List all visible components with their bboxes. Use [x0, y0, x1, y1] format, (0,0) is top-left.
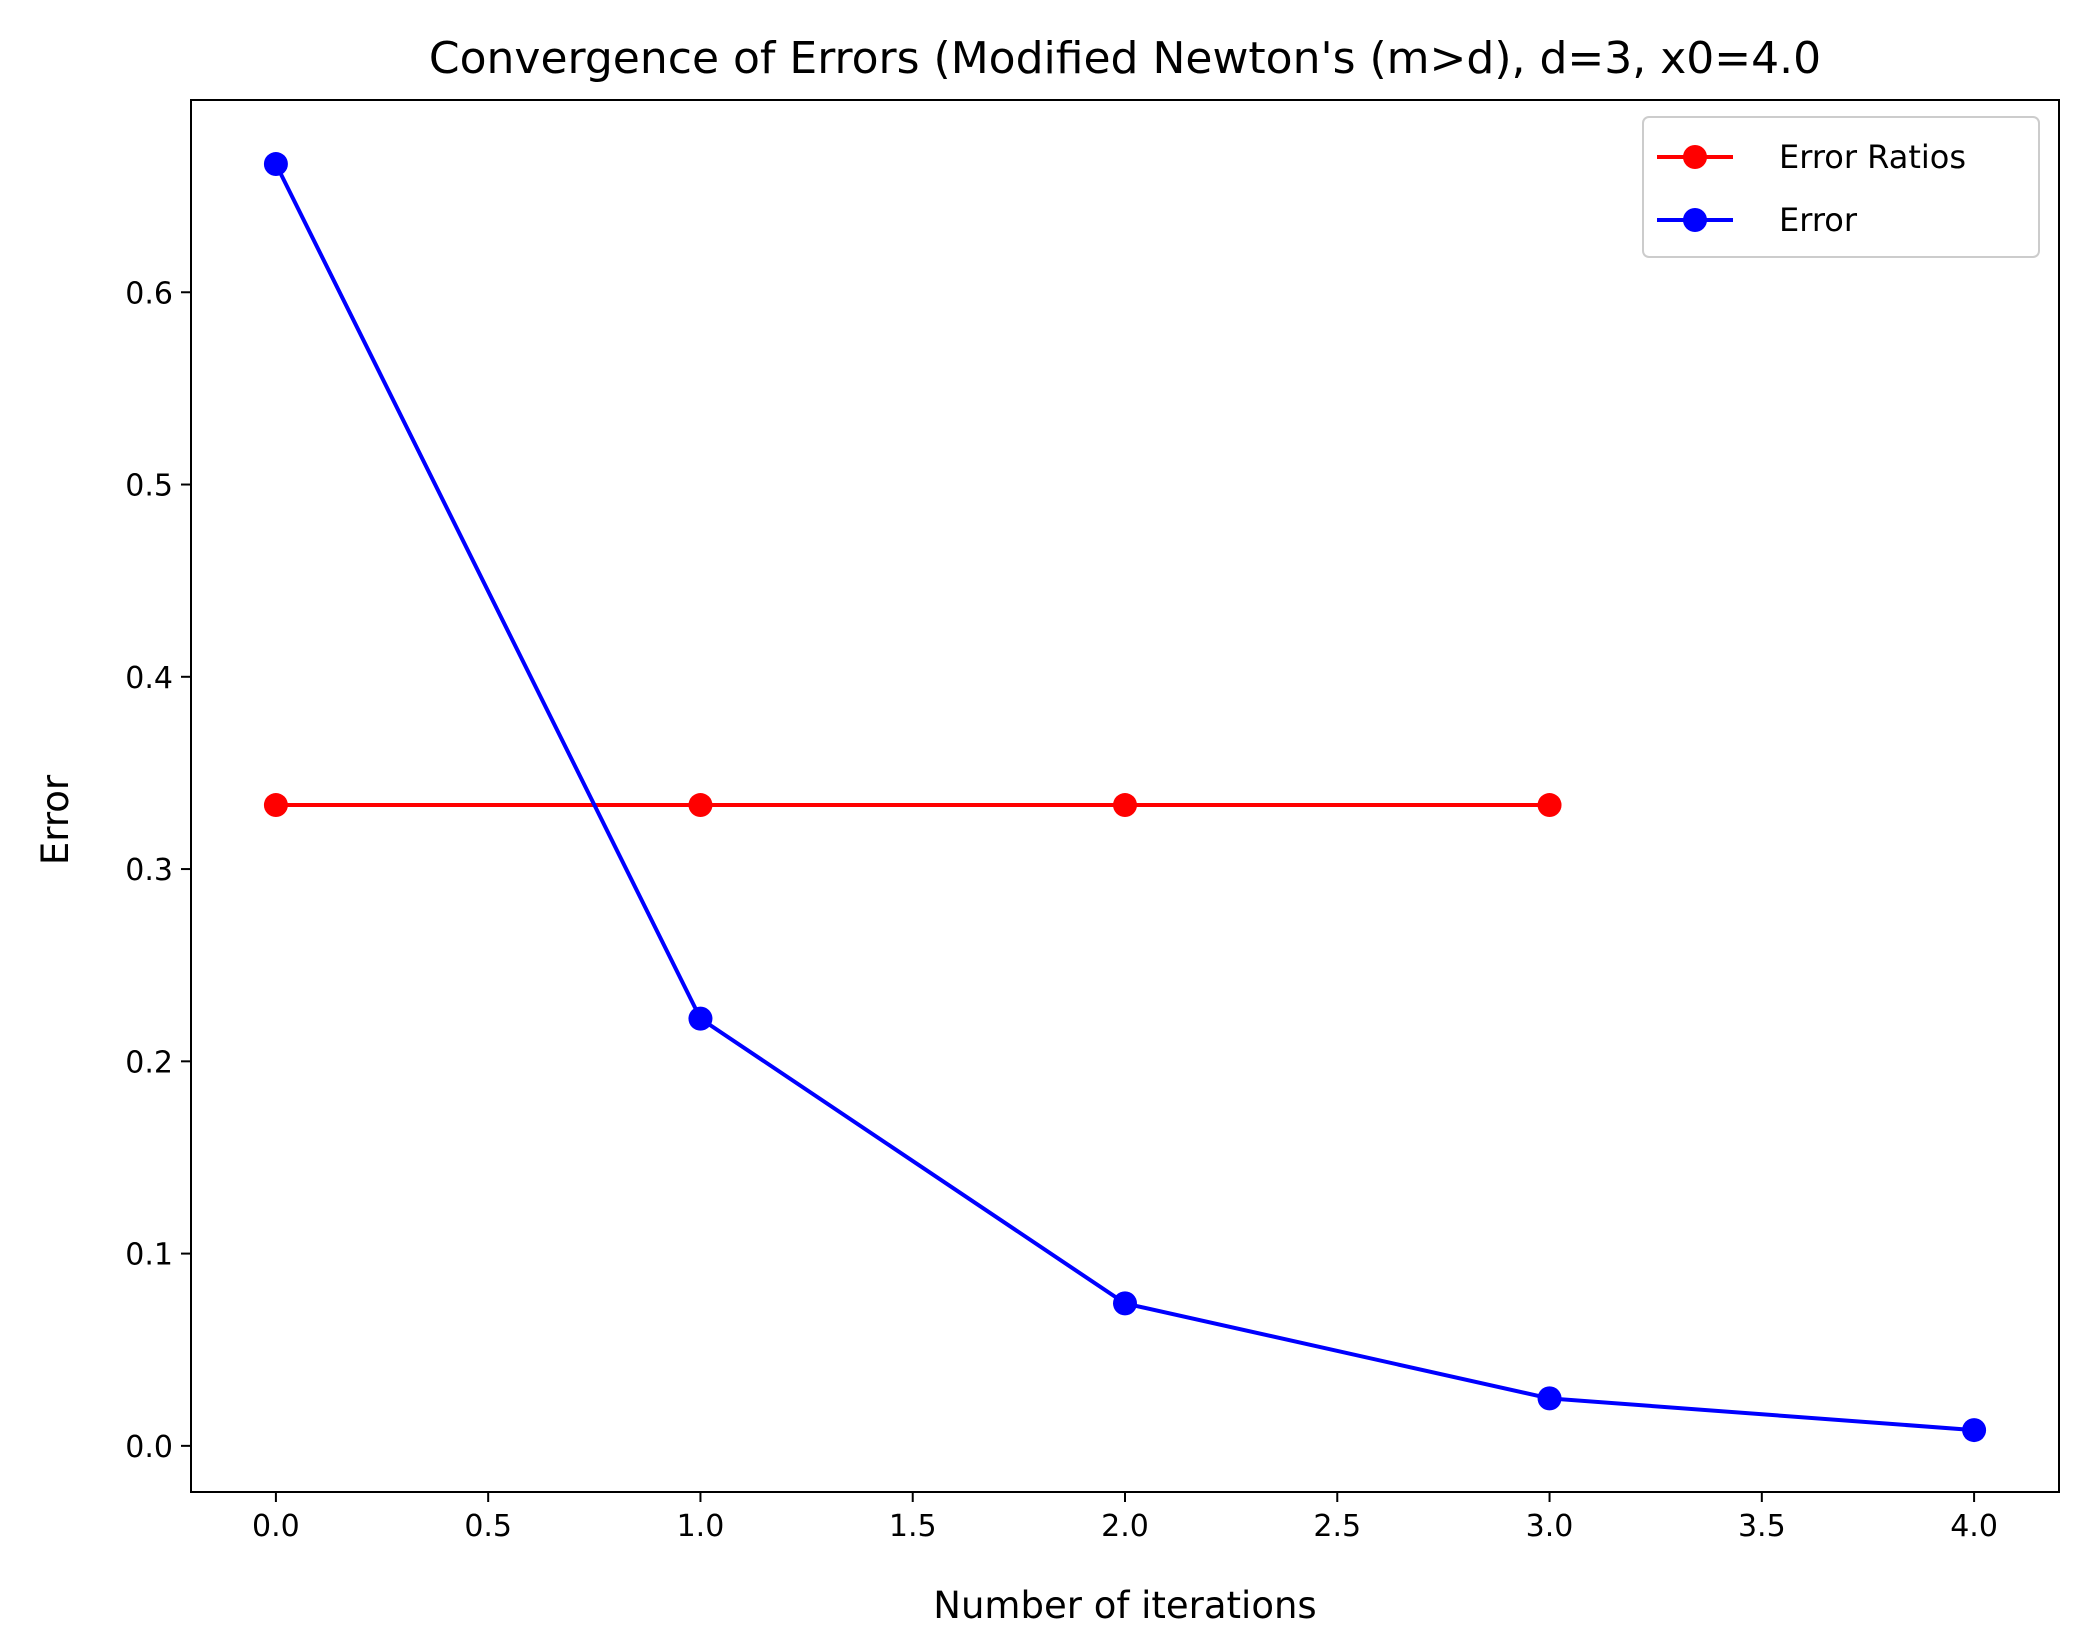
series-layer [263, 152, 1987, 1443]
data-point-error-ratios [1113, 793, 1137, 818]
data-point-error-ratios [1537, 793, 1562, 818]
y-axis-label: Error [34, 774, 77, 865]
y-tick-label: 0.1 [125, 1238, 173, 1273]
legend-label-error-ratios: Error Ratios [1779, 138, 1966, 176]
x-axis-ticks: 0.0 0.5 1.0 1.5 2.0 2.5 3.0 3.5 4.0 [252, 1492, 1998, 1544]
y-tick-label: 0.2 [125, 1045, 173, 1080]
x-tick-label: 4.0 [1950, 1509, 1998, 1544]
legend-marker-error [1683, 208, 1707, 232]
x-tick-label: 1.5 [889, 1509, 937, 1544]
legend-marker-error-ratios [1683, 145, 1707, 169]
chart-title: Convergence of Errors (Modified Newton's… [429, 33, 1821, 84]
y-tick-label: 0.6 [125, 276, 173, 311]
data-point-error-ratios [263, 793, 288, 818]
x-tick-label: 3.5 [1738, 1509, 1786, 1544]
legend-label-error: Error [1779, 201, 1858, 239]
data-point-error [1113, 1291, 1137, 1316]
x-tick-label: 3.0 [1526, 1509, 1574, 1544]
legend-box [1642, 116, 2040, 258]
data-point-error-ratios [688, 793, 713, 818]
y-tick-label: 0.3 [125, 853, 173, 888]
y-tick-label: 0.4 [125, 661, 173, 696]
y-axis-ticks: 0.0 0.1 0.2 0.3 0.4 0.5 0.6 [125, 276, 191, 1465]
data-point-error [688, 1006, 713, 1031]
data-point-error [1537, 1386, 1562, 1411]
data-point-error [1962, 1418, 1987, 1443]
legend: Error Ratios Error [1642, 116, 2040, 258]
x-tick-label: 2.5 [1313, 1509, 1361, 1544]
y-tick-label: 0.0 [125, 1430, 173, 1465]
x-tick-label: 0.0 [252, 1509, 300, 1544]
y-tick-label: 0.5 [125, 469, 173, 504]
x-tick-label: 1.0 [677, 1509, 725, 1544]
x-tick-label: 0.5 [464, 1509, 512, 1544]
x-tick-label: 2.0 [1101, 1509, 1149, 1544]
x-axis-label: Number of iterations [933, 1584, 1316, 1627]
data-point-error [263, 152, 288, 177]
